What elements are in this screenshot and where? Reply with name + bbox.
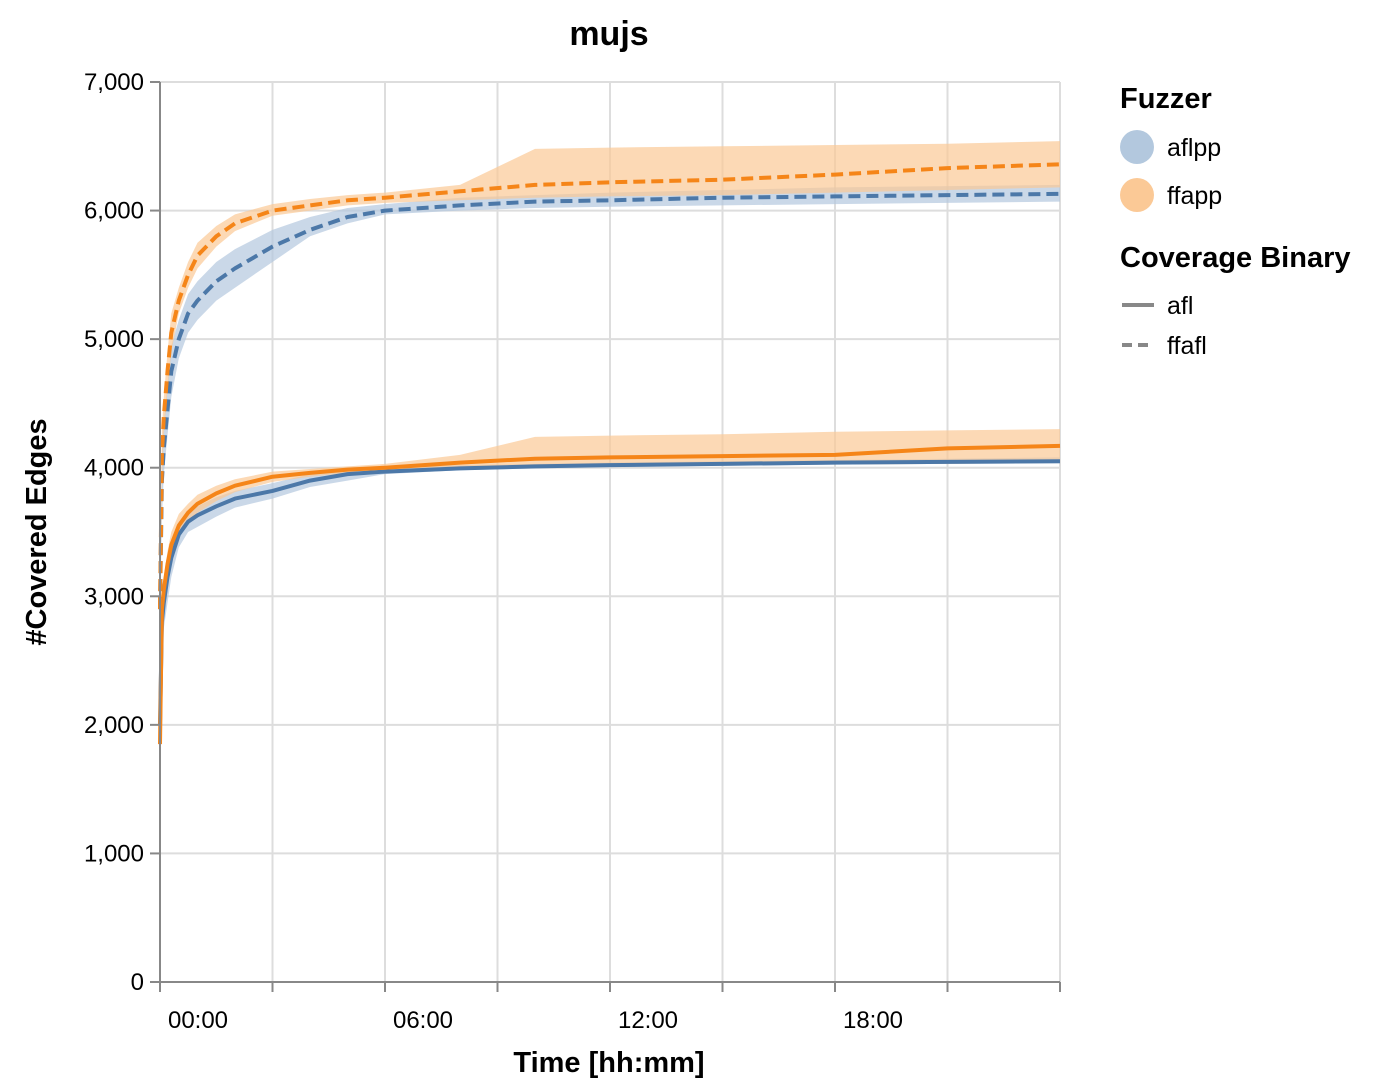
legend: Fuzzer aflpp ffapp Coverage Binary afl ffafl (1120, 83, 1351, 360)
y-tick-label: 1,000 (84, 840, 144, 867)
chart-title: mujs (569, 15, 648, 53)
x-axis-title: Time [hh:mm] (513, 1047, 704, 1079)
y-tick-label: 3,000 (84, 583, 144, 610)
y-tick-label: 5,000 (84, 326, 144, 353)
x-tick-label: 00:00 (168, 1007, 228, 1034)
line-aflpp-ffafl (158, 191, 1061, 610)
line-ffapp-afl (158, 443, 1061, 745)
legend-title-coverage-binary: Coverage Binary (1120, 242, 1351, 274)
y-tick-label: 6,000 (84, 198, 144, 225)
legend-title-fuzzer: Fuzzer (1120, 83, 1212, 115)
legend-label-afl: afl (1167, 292, 1193, 320)
y-tick-label: 4,000 (84, 455, 144, 482)
legend-swatch-aflpp (1120, 130, 1154, 164)
x-tick-label: 18:00 (843, 1007, 903, 1034)
legend-swatch-ffapp (1120, 178, 1154, 212)
y-axis-title: #Covered Edges (21, 418, 53, 645)
x-tick-label: 06:00 (393, 1007, 453, 1034)
line-aflpp-afl (158, 459, 1061, 725)
axes: 0 1,000 2,000 3,000 4,000 5,000 6,000 7,000 00:0… (84, 69, 1061, 1034)
y-tick-label: 0 (131, 969, 144, 996)
legend-label-ffapp: ffapp (1167, 182, 1222, 210)
grid (159, 81, 1061, 983)
legend-label-aflpp: aflpp (1167, 134, 1221, 162)
y-tick-label: 7,000 (84, 69, 144, 96)
band-ffapp-ffafl (160, 141, 1060, 622)
y-tick-label: 2,000 (84, 712, 144, 739)
legend-label-ffafl: ffafl (1167, 332, 1207, 360)
x-tick-label: 12:00 (618, 1007, 678, 1034)
series-lines (158, 162, 1061, 745)
